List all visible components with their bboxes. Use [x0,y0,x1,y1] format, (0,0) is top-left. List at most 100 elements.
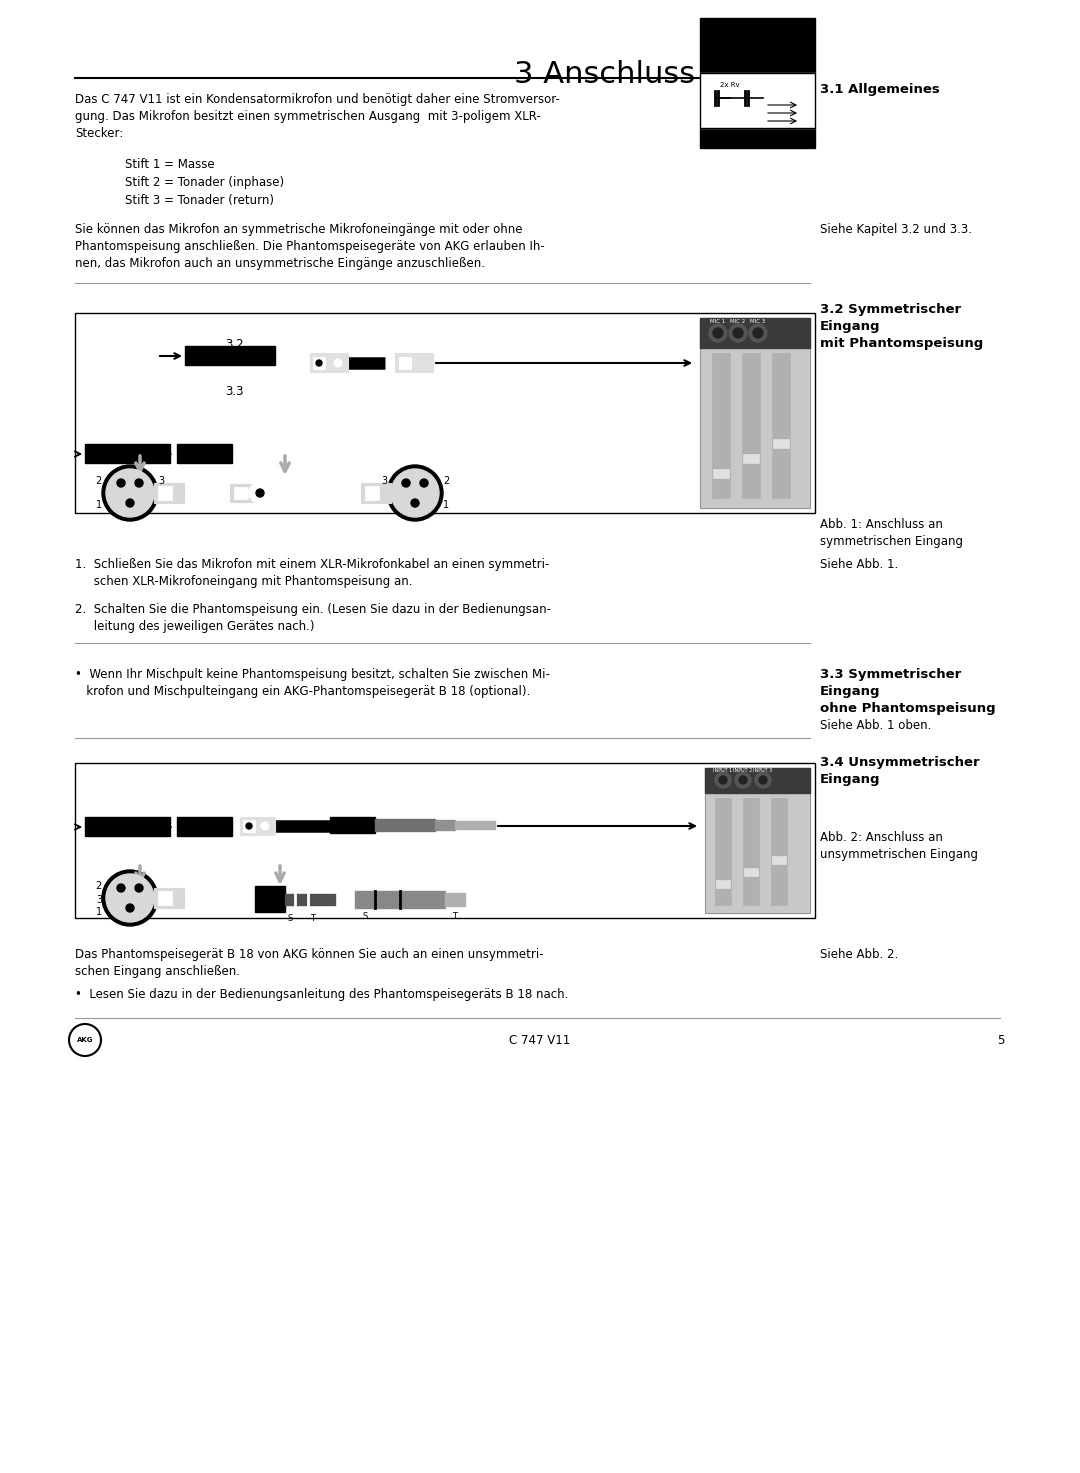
Text: Stift 2 = Tonader (inphase): Stift 2 = Tonader (inphase) [125,175,284,189]
Text: Abb. 1: Anschluss an: Abb. 1: Anschluss an [820,518,943,530]
Bar [716,879,730,888]
Bar [700,18,815,74]
Text: 3.2: 3.2 [225,337,244,351]
Bar [365,486,379,499]
Text: Das C 747 V11 ist ein Kondensatormikrofon und benötigt daher eine Stromversor-: Das C 747 V11 ist ein Kondensatormikrofo… [75,93,559,106]
Text: S: S [287,915,293,924]
Bar [771,798,787,904]
Circle shape [135,479,143,488]
Circle shape [391,468,438,517]
Text: 3: 3 [158,476,164,486]
Text: 3.4 Unsymmetrischer: 3.4 Unsymmetrischer [820,756,980,769]
Text: S: S [363,912,367,921]
Bar [712,354,730,498]
Text: Phantomspeisung anschließen. Die Phantomspeisegeräte von AKG erlauben Ih-: Phantomspeisung anschließen. Die Phantom… [75,240,544,253]
Text: 3.3 Symmetrischer: 3.3 Symmetrischer [820,667,961,681]
Bar [355,891,445,907]
Bar [310,354,348,373]
Text: MIC 2: MIC 2 [730,320,745,324]
Text: •  Lesen Sie dazu in der Bedienungsanleitung des Phantomspeisegeräts B 18 nach.: • Lesen Sie dazu in der Bedienungsanleit… [75,988,568,1002]
Circle shape [126,904,134,912]
Bar [154,888,184,907]
Text: schen Eingang anschließen.: schen Eingang anschließen. [75,965,240,978]
Text: 3: 3 [381,476,387,486]
Bar [705,767,810,792]
Bar [705,767,810,913]
Text: 2x Rv: 2x Rv [720,82,740,88]
Bar [85,818,170,837]
Text: 3.3: 3.3 [225,384,243,398]
Circle shape [261,822,269,829]
Text: schen XLR-Mikrofoneingang mit Phantomspeisung an.: schen XLR-Mikrofoneingang mit Phantomspe… [75,574,413,588]
Text: Siehe Abb. 2.: Siehe Abb. 2. [820,949,899,960]
Text: 2.  Schalten Sie die Phantomspeisung ein. (Lesen Sie dazu in der Bedienungsan-: 2. Schalten Sie die Phantomspeisung ein.… [75,602,551,616]
Text: Siehe Kapitel 3.2 und 3.3.: Siehe Kapitel 3.2 und 3.3. [820,222,972,236]
Text: 1: 1 [96,907,102,918]
Circle shape [739,776,747,784]
Text: MIC 1: MIC 1 [711,320,726,324]
Bar [700,74,815,128]
Bar [399,356,411,370]
Circle shape [387,359,395,367]
Bar [744,868,758,876]
Circle shape [411,499,419,507]
Bar [705,767,810,913]
Bar [455,820,495,829]
Circle shape [402,479,410,488]
Bar [395,354,433,373]
Circle shape [117,479,125,488]
Text: Stift 1 = Masse: Stift 1 = Masse [125,158,215,171]
Text: Eingang: Eingang [820,685,880,698]
Bar [435,820,455,829]
Bar [177,443,232,463]
Text: Abb. 2: Anschluss an: Abb. 2: Anschluss an [820,831,943,844]
Text: C 747 V11: C 747 V11 [200,351,260,361]
Text: 2: 2 [443,476,449,486]
Text: INPUT 1: INPUT 1 [714,767,732,773]
Circle shape [245,479,275,508]
Circle shape [713,328,723,337]
Text: Eingang: Eingang [820,320,880,333]
Text: 3: 3 [96,896,102,904]
Bar [75,763,815,918]
Circle shape [256,489,264,496]
Text: 1: 1 [443,499,449,510]
Text: Eingang: Eingang [820,773,880,787]
Text: INPUT 3: INPUT 3 [754,767,772,773]
Text: T: T [311,915,315,924]
Circle shape [719,776,727,784]
Text: 3.2 Symmetrischer: 3.2 Symmetrischer [820,303,961,317]
Text: symmetrischen Eingang: symmetrischen Eingang [820,535,963,548]
Text: Das Phantomspeisegerät B 18 von AKG können Sie auch an einen unsymmetri-: Das Phantomspeisegerät B 18 von AKG könn… [75,949,543,960]
Circle shape [715,772,731,788]
Bar [240,818,275,835]
Text: 2: 2 [96,881,102,891]
Circle shape [249,482,271,504]
Text: INPUT 2: INPUT 2 [733,767,753,773]
Bar [313,356,325,370]
Circle shape [759,776,767,784]
Text: 5: 5 [998,1034,1005,1046]
Bar [700,128,815,147]
Bar [700,318,810,348]
Bar [375,819,435,831]
Bar [230,485,258,502]
Bar [772,856,786,865]
Text: Stift 3 = Tonader (return): Stift 3 = Tonader (return) [125,194,274,208]
Text: mit Phantomspeisung: mit Phantomspeisung [820,337,983,351]
Text: unsymmetrischen Eingang: unsymmetrischen Eingang [820,848,978,862]
Bar [85,443,170,463]
Circle shape [316,359,322,365]
Text: Sie können das Mikrofon an symmetrische Mikrofoneingänge mit oder ohne: Sie können das Mikrofon an symmetrische … [75,222,523,236]
Bar [742,354,760,498]
Text: Siehe Abb. 1.: Siehe Abb. 1. [820,558,899,572]
Text: 3 Anschluss: 3 Anschluss [514,60,696,88]
Circle shape [708,324,727,342]
Text: B 18: B 18 [191,822,217,832]
Circle shape [729,324,747,342]
Circle shape [733,328,743,337]
Text: B 18: B 18 [191,449,217,460]
Text: Siehe Abb. 1 oben.: Siehe Abb. 1 oben. [820,719,931,732]
Circle shape [387,465,443,521]
Text: 3.1 Allgemeines: 3.1 Allgemeines [820,82,940,96]
